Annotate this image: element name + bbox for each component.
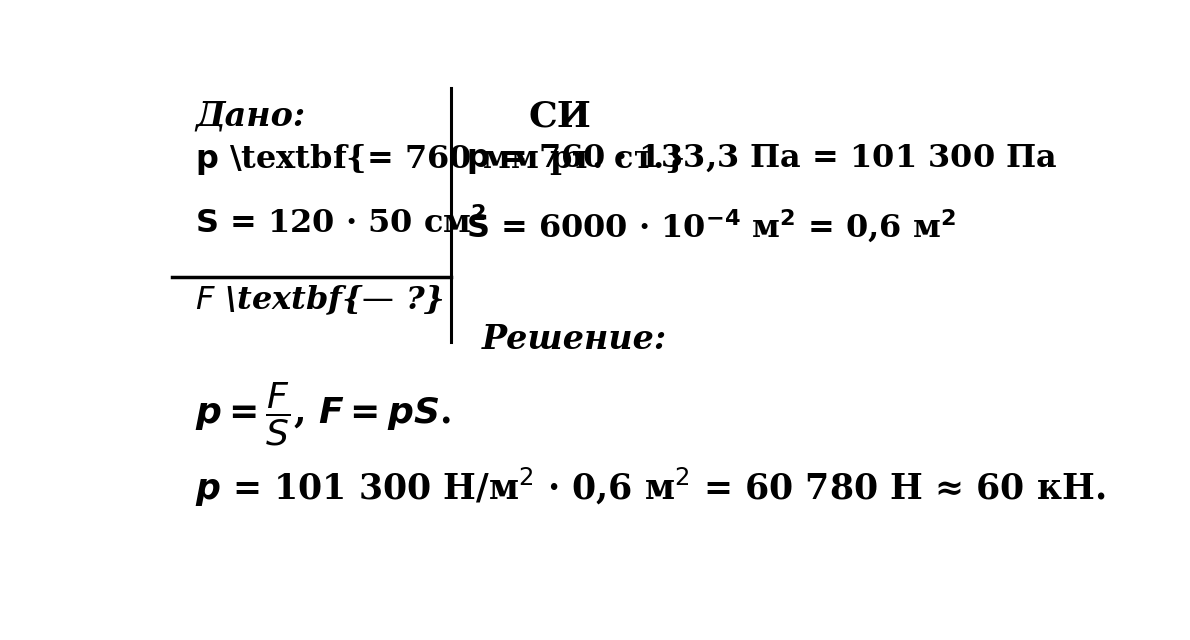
Text: $\boldsymbol{p}$ = 101 300 Н/м$\boldsymbol{^2}$ · 0,6 м$\boldsymbol{^2}$ = 60 78: $\boldsymbol{p}$ = 101 300 Н/м$\boldsymb… (195, 466, 1106, 509)
Text: $\mathbf{p}$ \textbf{= 760 мм рт. ст.}: $\mathbf{p}$ \textbf{= 760 мм рт. ст.} (195, 142, 684, 177)
Text: $\mathit{F}$ \textbf{— ?}: $\mathit{F}$ \textbf{— ?} (195, 283, 444, 317)
Text: $\mathbf{S}$ = 120 · 50 см$\mathbf{^2}$: $\mathbf{S}$ = 120 · 50 см$\mathbf{^2}$ (195, 208, 487, 241)
Text: СИ: СИ (528, 100, 591, 134)
Text: $\mathbf{S}$ = 6000 · 10$\mathbf{^{-4}}$ м$\mathbf{^2}$ = 0,6 м$\mathbf{^2}$: $\mathbf{S}$ = 6000 · 10$\mathbf{^{-4}}$… (466, 208, 957, 245)
Text: Решение:: Решение: (482, 323, 668, 356)
Text: $\mathbf{p}$ = 760 · 133,3 Па = 101 300 Па: $\mathbf{p}$ = 760 · 133,3 Па = 101 300 … (466, 142, 1058, 176)
Text: Дано:: Дано: (195, 100, 306, 133)
Text: $\boldsymbol{p = \dfrac{F}{S}}$, $\boldsymbol{F = pS}$.: $\boldsymbol{p = \dfrac{F}{S}}$, $\bolds… (195, 381, 451, 448)
